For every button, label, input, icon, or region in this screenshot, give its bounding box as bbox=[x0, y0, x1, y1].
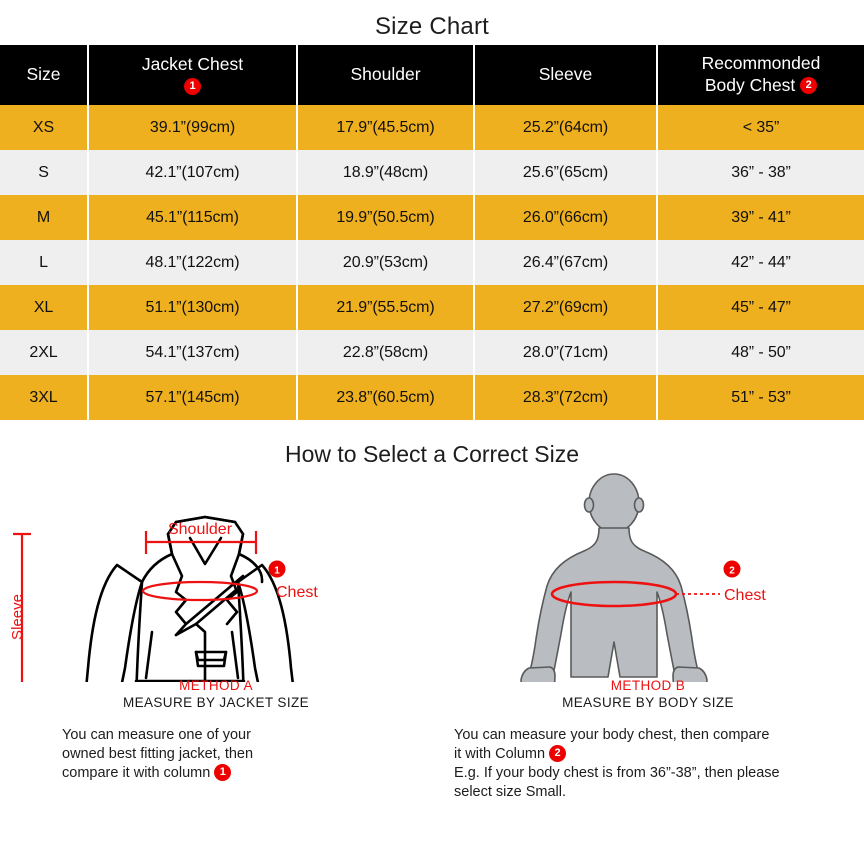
column-header-shoulder: Shoulder bbox=[297, 45, 475, 105]
cell-size: S bbox=[0, 150, 89, 195]
column-header-sleeve: Sleeve bbox=[474, 45, 658, 105]
method-b-note-line4: select size Small. bbox=[454, 784, 567, 800]
column-header-size: Size bbox=[0, 45, 89, 105]
size-chart-table: Size Jacket Chest 1 Shoulder Sleeve Reco… bbox=[0, 45, 864, 420]
method-a-sub: MEASURE BY JACKET SIZE bbox=[122, 695, 310, 710]
cell-sleeve: 25.6”(65cm) bbox=[474, 150, 658, 195]
method-b-sub: MEASURE BY BODY SIZE bbox=[562, 695, 734, 710]
how-to-select-title: How to Select a Correct Size bbox=[284, 441, 579, 467]
cell-body-chest: 42” - 44” bbox=[657, 240, 864, 285]
cell-sleeve: 28.3”(72cm) bbox=[474, 375, 658, 420]
cell-shoulder: 21.9”(55.5cm) bbox=[297, 285, 475, 330]
cell-body-chest: 36” - 38” bbox=[657, 150, 864, 195]
page-title: Size Chart bbox=[374, 13, 490, 40]
column-header-jacket-chest: Jacket Chest 1 bbox=[88, 45, 298, 105]
table-row: XS 39.1”(99cm) 17.9”(45.5cm) 25.2”(64cm)… bbox=[0, 105, 864, 150]
cell-sleeve: 26.0”(66cm) bbox=[474, 195, 658, 240]
cell-jacket-chest: 51.1”(130cm) bbox=[88, 285, 298, 330]
cell-sleeve: 27.2”(69cm) bbox=[474, 285, 658, 330]
chest-annotation-label-b: Chest bbox=[724, 587, 766, 604]
methods-container: Shoulder Chest Sleeve 1 METHOD A MEASURE… bbox=[0, 472, 864, 722]
cell-jacket-chest: 42.1”(107cm) bbox=[88, 150, 298, 195]
method-a-note-line2: owned best fitting jacket, then bbox=[62, 746, 254, 762]
cell-size: 3XL bbox=[0, 375, 89, 420]
cell-shoulder: 20.9”(53cm) bbox=[297, 240, 475, 285]
column-header-shoulder-label: Shoulder bbox=[350, 64, 421, 85]
cell-body-chest: 51” - 53” bbox=[657, 375, 864, 420]
cell-size: 2XL bbox=[0, 330, 89, 375]
cell-jacket-chest: 57.1”(145cm) bbox=[88, 375, 298, 420]
cell-sleeve: 28.0”(71cm) bbox=[474, 330, 658, 375]
method-b-label: METHOD B bbox=[610, 678, 686, 693]
table-row: 2XL 54.1”(137cm) 22.8”(58cm) 28.0”(71cm)… bbox=[0, 330, 864, 375]
method-b-note-line3: E.g. If your body chest is from 36”-38”,… bbox=[454, 765, 780, 781]
notes-container: You can measure one of your owned best f… bbox=[0, 726, 864, 802]
column-header-size-label: Size bbox=[26, 64, 61, 85]
cell-jacket-chest: 48.1”(122cm) bbox=[88, 240, 298, 285]
cell-shoulder: 17.9”(45.5cm) bbox=[297, 105, 475, 150]
cell-size: XL bbox=[0, 285, 89, 330]
table-row: 3XL 57.1”(145cm) 23.8”(60.5cm) 28.3”(72c… bbox=[0, 375, 864, 420]
column-header-body-chest: Recommonded Body Chest 2 bbox=[657, 45, 864, 105]
method-a-panel: Shoulder Chest Sleeve 1 METHOD A MEASURE… bbox=[0, 472, 432, 722]
cell-body-chest: < 35” bbox=[657, 105, 864, 150]
cell-size: L bbox=[0, 240, 89, 285]
table-row: XL 51.1”(130cm) 21.9”(55.5cm) 27.2”(69cm… bbox=[0, 285, 864, 330]
cell-shoulder: 23.8”(60.5cm) bbox=[297, 375, 475, 420]
table-body: XS 39.1”(99cm) 17.9”(45.5cm) 25.2”(64cm)… bbox=[0, 105, 864, 420]
cell-size: XS bbox=[0, 105, 89, 150]
method-b-note-line2-text: it with Column bbox=[454, 746, 546, 762]
badge-2-header: 2 bbox=[800, 76, 818, 94]
column-header-sleeve-label: Sleeve bbox=[538, 64, 593, 85]
cell-shoulder: 19.9”(50.5cm) bbox=[297, 195, 475, 240]
table-row: L 48.1”(122cm) 20.9”(53cm) 26.4”(67cm) 4… bbox=[0, 240, 864, 285]
cell-body-chest: 45” - 47” bbox=[657, 285, 864, 330]
jacket-diagram: Shoulder Chest Sleeve 1 bbox=[9, 515, 318, 682]
method-a-caption: METHOD A MEASURE BY JACKET SIZE bbox=[0, 678, 432, 711]
method-a-label: METHOD A bbox=[179, 678, 253, 693]
method-b-note-line2: it with Column 2 bbox=[454, 744, 854, 764]
method-b-note-line1: You can measure your body chest, then co… bbox=[454, 727, 770, 743]
sleeve-annotation-label: Sleeve bbox=[9, 594, 26, 640]
badge-1-header: 1 bbox=[184, 77, 201, 95]
badge-1-note: 1 bbox=[214, 763, 232, 781]
method-b-caption: METHOD B MEASURE BY BODY SIZE bbox=[432, 678, 864, 711]
method-b-note: You can measure your body chest, then co… bbox=[432, 726, 864, 802]
method-a-note-line1: You can measure one of your bbox=[62, 727, 251, 743]
table-header-row: Size Jacket Chest 1 Shoulder Sleeve Reco… bbox=[0, 45, 864, 105]
method-b-panel: Chest 2 METHOD B MEASURE BY BODY SIZE bbox=[432, 472, 864, 722]
svg-text:2: 2 bbox=[729, 566, 735, 577]
method-a-note-line3: compare it with column 1 bbox=[62, 763, 422, 783]
table-row: S 42.1”(107cm) 18.9”(48cm) 25.6”(65cm) 3… bbox=[0, 150, 864, 195]
cell-shoulder: 18.9”(48cm) bbox=[297, 150, 475, 195]
chest-annotation-label-a: Chest bbox=[276, 584, 318, 601]
column-header-jacket-chest-label: Jacket Chest bbox=[141, 53, 244, 74]
shoulder-annotation-label: Shoulder bbox=[168, 521, 233, 538]
badge-2-diagram bbox=[723, 560, 741, 578]
cell-jacket-chest: 54.1”(137cm) bbox=[88, 330, 298, 375]
svg-text:1: 1 bbox=[274, 566, 280, 577]
cell-sleeve: 25.2”(64cm) bbox=[474, 105, 658, 150]
cell-body-chest: 48” - 50” bbox=[657, 330, 864, 375]
cell-jacket-chest: 45.1”(115cm) bbox=[88, 195, 298, 240]
body-diagram: Chest 2 bbox=[520, 473, 766, 682]
column-header-body-chest-line2: Body Chest bbox=[704, 75, 796, 96]
cell-body-chest: 39” - 41” bbox=[657, 195, 864, 240]
column-header-body-chest-line1: Recommonded bbox=[701, 53, 821, 74]
cell-shoulder: 22.8”(58cm) bbox=[297, 330, 475, 375]
cell-size: M bbox=[0, 195, 89, 240]
method-a-note: You can measure one of your owned best f… bbox=[0, 726, 432, 802]
badge-2-note: 2 bbox=[549, 744, 567, 762]
table-row: M 45.1”(115cm) 19.9”(50.5cm) 26.0”(66cm)… bbox=[0, 195, 864, 240]
cell-sleeve: 26.4”(67cm) bbox=[474, 240, 658, 285]
badge-1-diagram bbox=[268, 560, 286, 578]
method-a-note-line3-text: compare it with column bbox=[62, 765, 211, 781]
cell-jacket-chest: 39.1”(99cm) bbox=[88, 105, 298, 150]
